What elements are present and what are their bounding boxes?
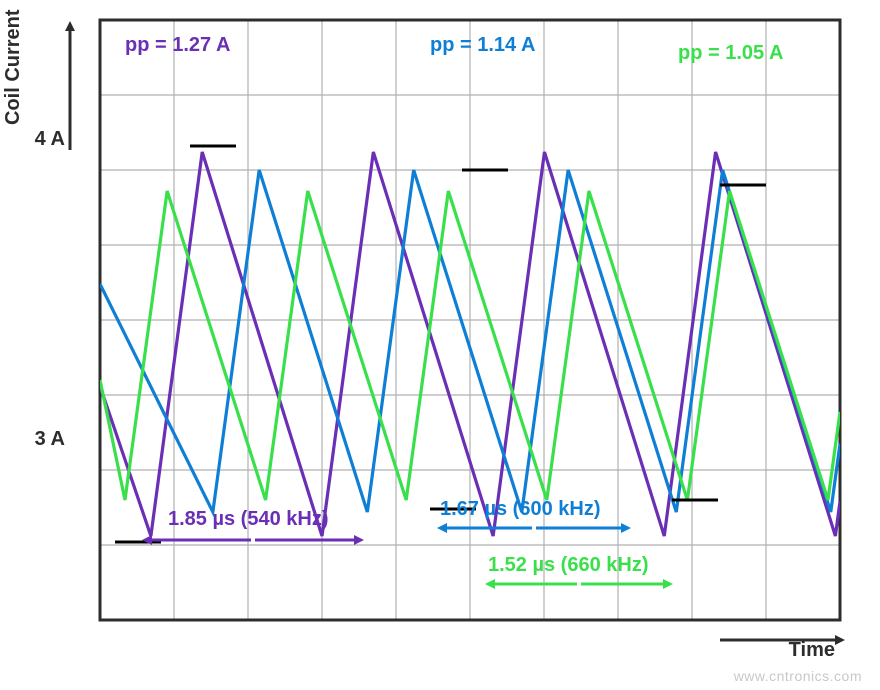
period-annotation-blue: 1.67 µs (600 kHz) [440, 498, 601, 521]
watermark: www.cntronics.com [734, 668, 862, 684]
pp-annotation-blue: pp = 1.14 A [430, 34, 535, 57]
y-tick-label: 3 A [10, 428, 65, 451]
x-axis-label: Time [789, 639, 835, 662]
period-annotation-green: 1.52 µs (660 kHz) [488, 554, 649, 577]
pp-annotation-green: pp = 1.05 A [678, 42, 783, 65]
pp-annotation-purple: pp = 1.27 A [125, 34, 230, 57]
chart-stage: Coil Current Time 4 A 3 A pp = 1.27 A pp =… [0, 0, 880, 690]
y-axis-label: Coil Current [2, 9, 25, 125]
chart-svg [0, 0, 880, 690]
period-annotation-purple: 1.85 µs (540 kHz) [168, 508, 329, 531]
y-tick-label: 4 A [10, 128, 65, 151]
